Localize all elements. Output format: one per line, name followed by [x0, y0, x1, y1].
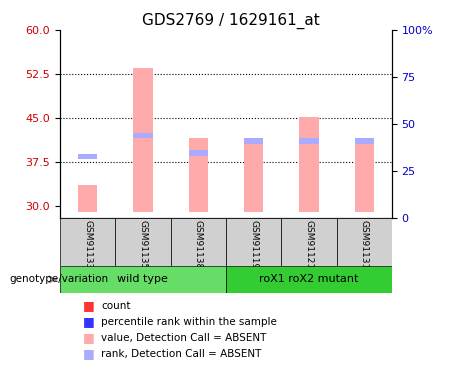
Text: GSM91131: GSM91131 [360, 220, 369, 269]
Text: GSM91121: GSM91121 [304, 220, 313, 269]
Text: ■: ■ [83, 348, 95, 360]
Text: wild type: wild type [118, 274, 168, 284]
FancyBboxPatch shape [281, 217, 337, 266]
FancyBboxPatch shape [337, 217, 392, 266]
Bar [133, 68, 153, 211]
FancyBboxPatch shape [60, 217, 115, 266]
Bar [299, 138, 319, 144]
Text: value, Detection Call = ABSENT: value, Detection Call = ABSENT [101, 333, 267, 343]
Bar [189, 138, 208, 212]
Bar [355, 138, 374, 212]
FancyBboxPatch shape [115, 217, 171, 266]
Text: GSM91133: GSM91133 [83, 220, 92, 269]
Text: GSM91138: GSM91138 [194, 220, 203, 269]
Text: roX1 roX2 mutant: roX1 roX2 mutant [259, 274, 359, 284]
Bar [189, 150, 208, 156]
FancyBboxPatch shape [226, 266, 392, 292]
Bar [244, 138, 263, 144]
Bar [78, 185, 97, 211]
Text: ■: ■ [83, 315, 95, 328]
Text: GDS2769 / 1629161_at: GDS2769 / 1629161_at [142, 13, 319, 29]
Text: GSM91135: GSM91135 [138, 220, 148, 269]
Text: rank, Detection Call = ABSENT: rank, Detection Call = ABSENT [101, 349, 262, 359]
Bar [355, 138, 374, 144]
Bar [244, 138, 263, 212]
FancyBboxPatch shape [226, 217, 281, 266]
Bar [78, 154, 97, 159]
Bar [299, 117, 319, 212]
Text: count: count [101, 301, 131, 310]
Text: ■: ■ [83, 299, 95, 312]
Text: genotype/variation: genotype/variation [9, 274, 108, 284]
FancyBboxPatch shape [171, 217, 226, 266]
Text: percentile rank within the sample: percentile rank within the sample [101, 317, 278, 327]
FancyBboxPatch shape [60, 266, 226, 292]
Text: GSM91119: GSM91119 [249, 220, 258, 269]
Text: ■: ■ [83, 332, 95, 344]
Bar [133, 132, 153, 138]
